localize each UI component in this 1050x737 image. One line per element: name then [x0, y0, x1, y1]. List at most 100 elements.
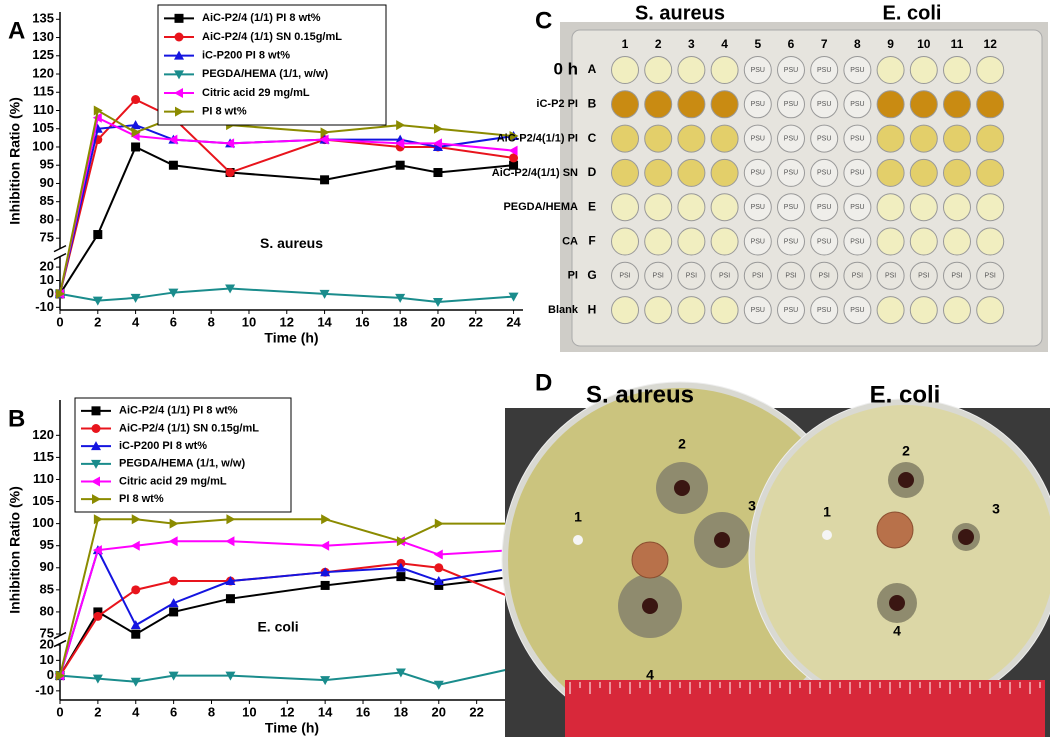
marker	[320, 127, 330, 138]
well	[710, 90, 739, 119]
legend-label: Citric acid 29 mg/mL	[202, 87, 310, 99]
marker	[131, 95, 141, 105]
well	[743, 227, 772, 256]
well-text: PSU	[784, 204, 798, 211]
y-tick-label: 0	[47, 285, 54, 300]
y-tick-label: 110	[33, 471, 54, 486]
y-tick-label: 90	[40, 175, 54, 190]
annotation: E. coli	[257, 619, 298, 635]
marker	[508, 292, 519, 302]
y-tick-label: 135	[32, 11, 54, 26]
well	[976, 261, 1005, 290]
marker	[174, 88, 183, 98]
group-label: S. aureus	[635, 2, 725, 24]
well	[976, 158, 1005, 187]
marker	[508, 145, 518, 156]
well-text: PSU	[784, 170, 798, 177]
well-text: PSU	[784, 67, 798, 74]
legend-label: AiC-P2/4 (1/1) PI 8 wt%	[202, 12, 321, 24]
well	[777, 90, 805, 119]
well	[611, 56, 639, 84]
row-letter: A	[588, 62, 597, 76]
marker	[168, 671, 179, 681]
x-tick-label: 12	[280, 314, 294, 329]
sample	[822, 530, 832, 540]
y-tick-label: -10	[35, 299, 54, 314]
marker	[168, 598, 179, 608]
panel-label: D	[535, 369, 552, 396]
x-tick-label: 6	[170, 704, 177, 719]
row-label: 0 h	[553, 59, 578, 78]
marker	[169, 518, 179, 529]
marker	[319, 134, 329, 145]
marker	[432, 141, 443, 151]
well	[677, 56, 706, 84]
well-text: PSU	[850, 307, 864, 314]
well	[777, 124, 805, 153]
y-tick-label: 100	[32, 515, 54, 530]
x-tick-label: 4	[132, 314, 140, 329]
marker	[92, 296, 103, 306]
marker	[320, 175, 330, 185]
well-text: PSU	[751, 204, 765, 211]
well	[943, 124, 971, 153]
marker	[509, 131, 519, 142]
spot-label: 1	[574, 509, 582, 525]
x-tick-label: 0	[56, 314, 63, 329]
group-label: E. coli	[883, 2, 942, 24]
x-tick-label: 12	[280, 704, 294, 719]
marker	[395, 562, 406, 572]
well-text: PSU	[817, 101, 831, 108]
row-letter: F	[588, 234, 595, 248]
well	[943, 56, 971, 84]
marker	[225, 536, 235, 547]
well	[843, 193, 872, 222]
column-label: 4	[721, 37, 728, 51]
well-text: PSI	[719, 273, 730, 280]
marker	[93, 514, 103, 525]
marker	[169, 576, 179, 586]
well	[976, 296, 1005, 325]
well	[909, 56, 938, 84]
well	[777, 158, 805, 187]
row-letter: G	[587, 268, 596, 282]
well-text: PSI	[985, 273, 996, 280]
well	[777, 227, 805, 256]
marker	[320, 580, 330, 590]
y-tick-label: 85	[40, 193, 54, 208]
well	[710, 227, 739, 256]
panel-label: A	[8, 17, 25, 44]
well	[876, 227, 905, 256]
x-tick-label: 6	[170, 314, 177, 329]
column-label: 8	[854, 37, 861, 51]
well	[843, 158, 872, 187]
well	[710, 124, 739, 153]
y-tick-label: 20	[40, 637, 54, 652]
y-tick-label: 95	[40, 157, 54, 172]
well	[876, 193, 905, 222]
legend-label: AiC-P2/4 (1/1) PI 8 wt%	[119, 405, 238, 417]
y-axis-label: Inhibition Ratio (%)	[7, 486, 23, 614]
marker	[433, 123, 443, 134]
axis-break	[53, 244, 67, 253]
marker	[225, 138, 235, 149]
row-letter: C	[588, 131, 597, 145]
marker	[174, 50, 184, 60]
legend-label: Citric acid 29 mg/mL	[119, 475, 227, 487]
marker	[131, 514, 141, 525]
column-label: 11	[951, 37, 964, 51]
marker	[395, 293, 406, 303]
well-text: PSU	[751, 67, 765, 74]
x-tick-label: 8	[208, 704, 215, 719]
well	[810, 56, 839, 84]
marker	[396, 536, 406, 547]
plate-label: S. aureus	[586, 381, 694, 408]
y-tick-label: 120	[32, 65, 54, 80]
legend-label: iC-P200 PI 8 wt%	[119, 440, 207, 452]
well	[644, 124, 673, 153]
marker	[174, 13, 184, 23]
well	[644, 193, 673, 222]
x-tick-label: 16	[355, 314, 369, 329]
well	[843, 227, 872, 256]
